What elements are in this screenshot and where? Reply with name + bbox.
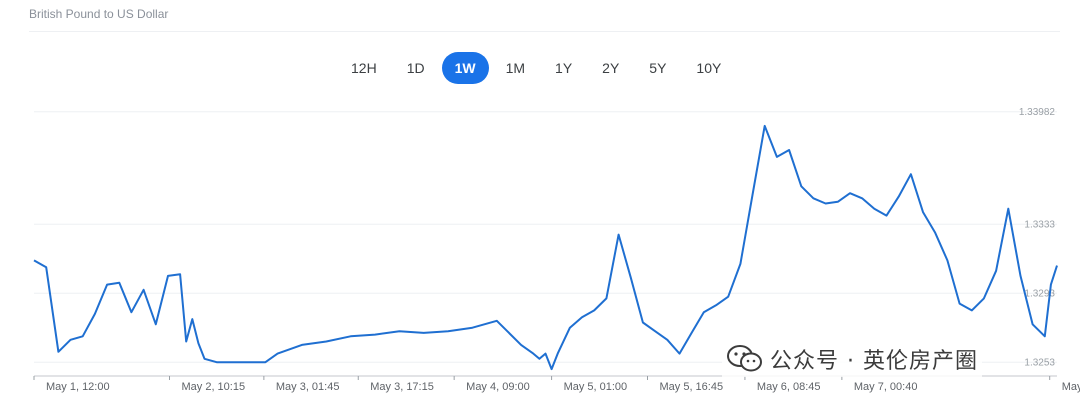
y-tick-label: 1.33982 [1019,107,1056,118]
chart-title: British Pound to US Dollar [29,7,169,21]
x-tick-label: May 2, 10:15 [181,381,245,393]
range-tabs: 12H 1D 1W 1M 1Y 2Y 5Y 10Y [338,52,738,84]
price-line [33,124,1058,371]
x-tick-label: May 3, 17:15 [370,381,434,393]
range-tab-1y[interactable]: 1Y [555,60,573,76]
x-tick-label: May 8, 11:48 [1062,381,1080,393]
x-tick-label: May 5, 16:45 [659,381,723,393]
range-tab-1m[interactable]: 1M [505,60,526,76]
y-tick-label: 1.3333 [1024,220,1055,231]
x-tick-label: May 6, 08:45 [757,381,821,393]
watermark: 公众号 · 英伦房产圈 [722,341,982,377]
watermark-text: 公众号 · 英伦房产圈 [770,349,978,374]
range-tab-10y[interactable]: 10Y [696,60,722,76]
range-tab-1d[interactable]: 1D [406,60,425,76]
range-tab-1w[interactable]: 1W [441,52,489,84]
y-tick-label: 1.3253 [1024,358,1055,369]
range-tab-5y[interactable]: 5Y [649,60,667,76]
x-tick-label: May 7, 00:40 [854,381,918,393]
x-tick-label: May 3, 01:45 [276,381,340,393]
range-tab-12h[interactable]: 12H [351,60,377,76]
y-tick-label: 1.3293 [1024,289,1055,300]
wechat-icon [727,345,762,372]
x-tick-label: May 5, 01:00 [564,381,628,393]
x-tick-label: May 1, 12:00 [46,381,110,393]
x-tick-label: May 4, 09:00 [466,381,530,393]
divider [29,31,1060,32]
range-tab-2y[interactable]: 2Y [602,60,620,76]
